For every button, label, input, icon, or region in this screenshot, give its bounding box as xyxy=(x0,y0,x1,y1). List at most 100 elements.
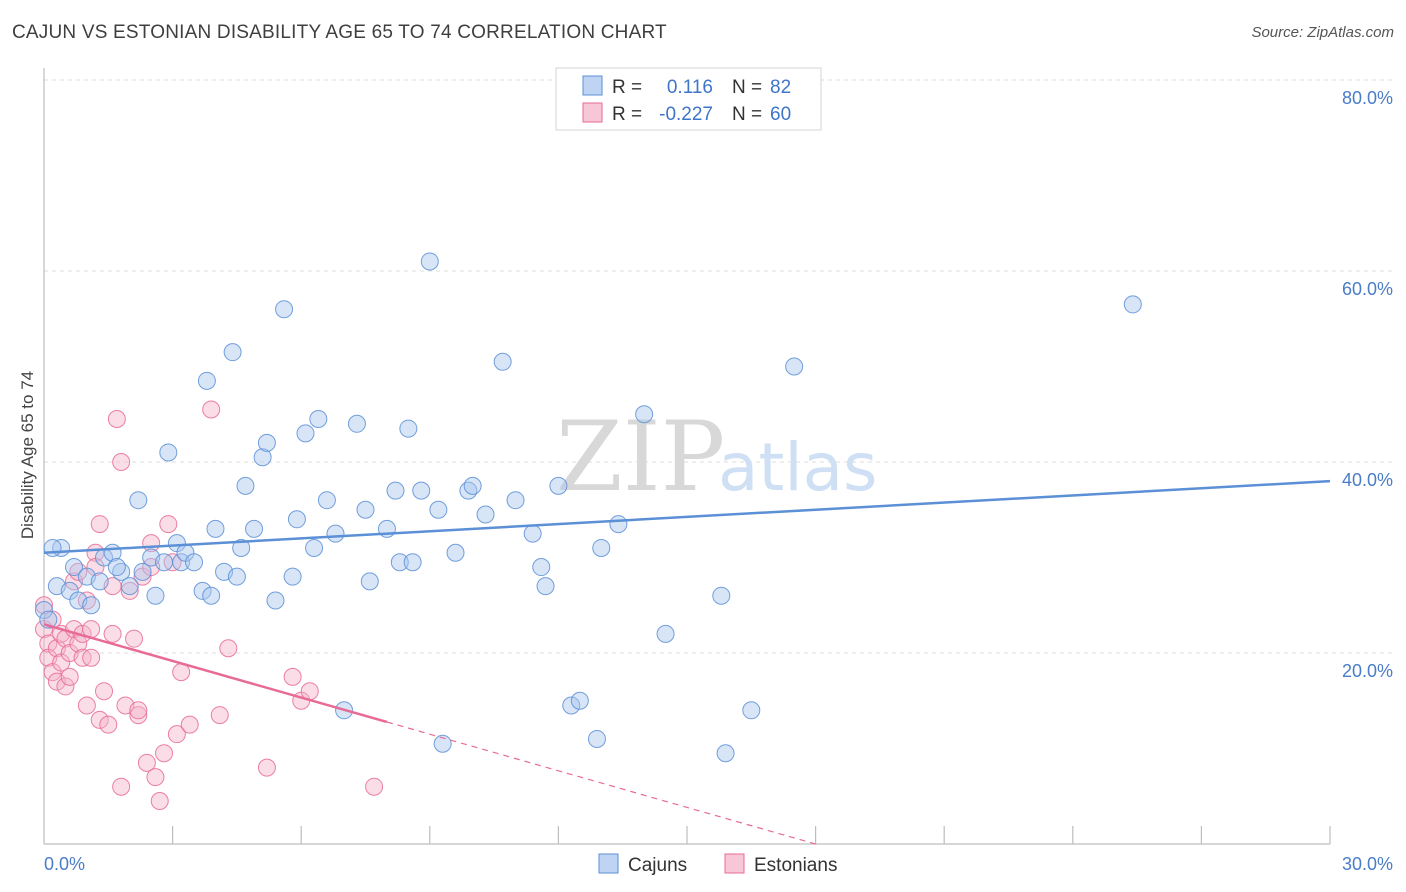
legend-r-label-cajuns: R = xyxy=(612,77,642,98)
estonian-point-52 xyxy=(219,639,238,658)
estonian-point-33 xyxy=(112,777,131,796)
cajun-point-33 xyxy=(245,519,264,538)
estonian-point-37 xyxy=(129,706,148,725)
estonian-point-45 xyxy=(159,515,178,534)
cajun-point-70 xyxy=(587,729,606,748)
cajun-point-64 xyxy=(523,524,542,543)
estonian-point-9 xyxy=(56,677,75,696)
cajun-point-14 xyxy=(129,491,148,510)
series-estonians xyxy=(35,400,384,811)
legend-r-value-estonians: -0.227 xyxy=(659,104,713,125)
series-legend: Cajuns Estonians xyxy=(598,853,837,876)
cajun-point-23 xyxy=(185,553,204,572)
cajun-point-47 xyxy=(356,500,375,519)
estonian-point-26 xyxy=(90,710,109,729)
cajun-point-27 xyxy=(206,519,225,538)
estonian-point-12 xyxy=(60,667,79,686)
cajun-point-9 xyxy=(90,572,109,591)
legend-n-value-estonians: 60 xyxy=(770,104,791,125)
cajun-point-48 xyxy=(360,572,379,591)
estonian-trend-extension xyxy=(386,721,816,845)
cajun-point-39 xyxy=(287,510,306,529)
series-legend-label-estonians: Estonians xyxy=(754,855,837,876)
cajun-point-79 xyxy=(1123,295,1142,314)
estonian-point-47 xyxy=(167,725,186,744)
cajun-point-76 xyxy=(716,744,735,763)
cajun-point-65 xyxy=(532,558,551,577)
cajun-point-42 xyxy=(309,410,328,429)
estonian-point-36 xyxy=(125,629,144,648)
cajun-point-55 xyxy=(420,252,439,271)
cajun-point-19 xyxy=(159,443,178,462)
cajun-point-30 xyxy=(227,567,246,586)
legend-n-label-estonians: N = xyxy=(732,104,762,125)
estonian-point-31 xyxy=(107,410,126,429)
cajun-point-31 xyxy=(232,538,251,557)
cajun-point-41 xyxy=(305,538,324,557)
cajun-point-74 xyxy=(656,624,675,643)
cajun-point-25 xyxy=(197,371,216,390)
cajun-point-61 xyxy=(476,505,495,524)
cajun-point-0 xyxy=(35,601,53,620)
cajun-point-13 xyxy=(120,577,139,596)
cajun-point-68 xyxy=(562,696,581,715)
estonian-point-53 xyxy=(257,758,276,777)
watermark-atlas: atlas xyxy=(718,429,878,506)
y-axis-label: Disability Age 65 to 74 xyxy=(18,371,37,539)
cajun-point-62 xyxy=(493,352,512,371)
estonian-point-50 xyxy=(202,400,221,419)
cajun-trend-line xyxy=(43,479,1331,554)
estonian-point-58 xyxy=(35,596,53,615)
estonian-point-32 xyxy=(112,453,131,471)
estonian-point-42 xyxy=(146,768,165,787)
estonian-point-43 xyxy=(150,792,169,811)
cajun-point-69 xyxy=(570,691,589,710)
estonian-point-25 xyxy=(90,515,109,534)
cajun-point-58 xyxy=(446,543,465,562)
cajun-point-17 xyxy=(146,586,165,605)
cajun-point-71 xyxy=(592,538,611,557)
trend-lines xyxy=(43,479,1331,845)
y-tick-label-60: 60.0% xyxy=(1342,279,1393,299)
x-axis-ticks xyxy=(172,826,1331,844)
estonian-point-22 xyxy=(82,648,101,667)
cajun-point-38 xyxy=(283,567,302,586)
cajun-point-72 xyxy=(609,515,628,534)
cajun-point-51 xyxy=(390,553,409,572)
cajun-point-50 xyxy=(386,481,405,500)
watermark-zip: ZIP xyxy=(556,401,725,513)
cajun-point-81 xyxy=(107,558,126,577)
estonian-point-44 xyxy=(155,744,174,763)
cajun-point-56 xyxy=(429,500,448,519)
gridlines xyxy=(44,79,1393,654)
cajun-point-44 xyxy=(326,524,345,543)
legend-r-value-cajuns: 0.116 xyxy=(667,77,713,98)
cajun-point-26 xyxy=(202,586,221,605)
cajun-point-63 xyxy=(506,491,525,510)
cajun-point-5 xyxy=(65,558,84,577)
x-tick-label-max: 30.0% xyxy=(1342,854,1393,874)
cajun-point-1 xyxy=(39,610,58,629)
cajun-point-75 xyxy=(712,586,731,605)
estonian-point-1 xyxy=(39,634,58,653)
cajun-point-78 xyxy=(785,357,804,376)
cajun-point-52 xyxy=(399,419,418,438)
cajun-point-43 xyxy=(317,491,336,510)
y-tick-label-80: 80.0% xyxy=(1342,88,1393,108)
estonian-point-30 xyxy=(103,624,122,643)
series-cajuns xyxy=(35,252,1142,763)
legend-n-label-cajuns: N = xyxy=(732,77,762,98)
series-legend-label-cajuns: Cajuns xyxy=(628,855,687,876)
cajun-point-37 xyxy=(275,300,294,319)
estonian-point-27 xyxy=(95,682,114,701)
cajun-point-21 xyxy=(172,553,191,572)
cajun-point-66 xyxy=(536,577,555,596)
cajun-point-32 xyxy=(236,476,255,495)
cajun-point-18 xyxy=(155,553,174,572)
cajun-point-67 xyxy=(549,476,568,495)
cajun-point-8 xyxy=(82,596,101,615)
cajun-point-35 xyxy=(257,433,276,452)
cajun-point-40 xyxy=(296,424,315,443)
chart-title: CAJUN VS ESTONIAN DISABILITY AGE 65 TO 7… xyxy=(12,22,667,43)
cajun-point-36 xyxy=(266,591,285,610)
